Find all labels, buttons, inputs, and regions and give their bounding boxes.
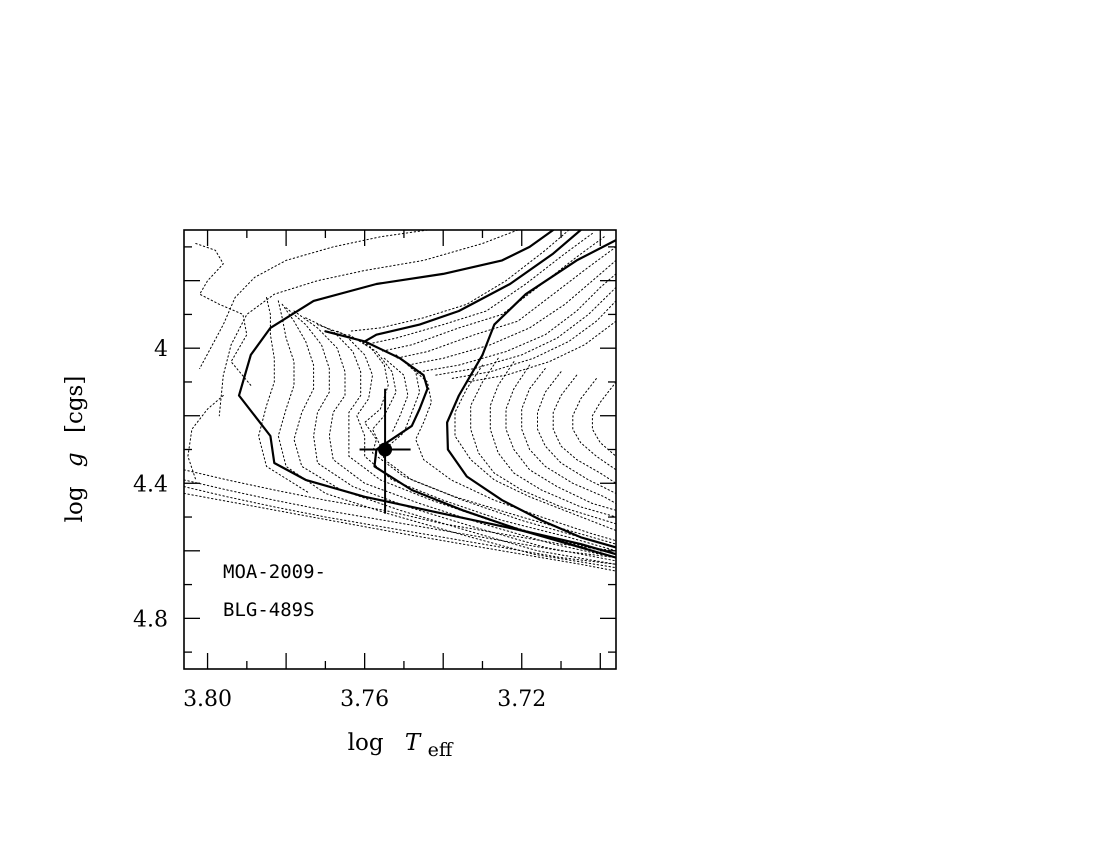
x-axis-label-prefix: log — [348, 730, 384, 756]
contour-dotted-40 — [184, 479, 616, 559]
contour-dotted-32 — [434, 286, 616, 376]
contour-dotted-22 — [454, 364, 616, 531]
contour-dotted-36 — [199, 230, 428, 369]
contour-dotted-28 — [379, 236, 605, 353]
y-axis-label: log g [cgs] — [62, 376, 88, 523]
contour-dotted-5 — [336, 330, 616, 545]
contour-dotted-31 — [419, 273, 616, 373]
contour-dotted-33 — [450, 300, 616, 380]
contour-dotted-37 — [195, 243, 252, 386]
contour-dotted-18 — [537, 371, 616, 494]
contour-dotted-10 — [285, 307, 616, 562]
contour-dotted-42 — [184, 492, 616, 572]
contour-dotted-13 — [258, 297, 311, 494]
y-tick-label: 4 — [154, 337, 168, 362]
contour-solid-3 — [481, 239, 616, 356]
contour-dotted-12 — [277, 300, 616, 569]
contour-dotted-27 — [364, 232, 593, 346]
contour-dotted-19 — [552, 374, 616, 484]
contour-solid-0 — [446, 353, 616, 549]
contour-solid-4 — [363, 230, 582, 343]
contour-dotted-21 — [591, 381, 616, 457]
contour-dotted-38 — [187, 395, 224, 481]
y-tick-label: 4.4 — [133, 472, 168, 497]
axis-ticks — [184, 230, 616, 669]
contour-dotted-20 — [572, 378, 616, 471]
y-axis-label-prefix: log — [62, 486, 88, 522]
curves — [184, 230, 616, 572]
contour-dotted-17 — [521, 368, 616, 504]
contour-dotted-23 — [383, 354, 421, 450]
x-tick-label: 3.76 — [340, 687, 389, 712]
x-tick-label: 3.80 — [183, 687, 232, 712]
data-point — [378, 442, 393, 457]
contour-dotted-35 — [218, 230, 519, 417]
tick-labels: 3.80 3.76 3.72 4 4.4 4.8 — [133, 337, 546, 712]
contour-dotted-15 — [489, 361, 616, 518]
plot-frame — [183, 229, 617, 670]
contour-dotted-16 — [505, 364, 616, 511]
contour-dotted-30 — [407, 259, 616, 366]
contour-dotted-41 — [184, 486, 616, 565]
contour-dotted-11 — [281, 303, 616, 565]
contour-dotted-29 — [395, 246, 616, 359]
y-axis-label-symbol: g — [62, 452, 88, 467]
x-axis-label-subscript: eff — [428, 739, 454, 761]
contour-dotted-9 — [293, 310, 616, 559]
contour-dotted-34 — [466, 320, 616, 383]
annotation-line-1: MOA-2009- — [223, 561, 326, 583]
contour-dotted-7 — [317, 324, 616, 552]
x-axis-label-symbol: T — [405, 730, 422, 756]
x-tick-label: 3.72 — [497, 687, 546, 712]
x-axis-label: log T eff — [348, 730, 454, 761]
contour-solid-1 — [324, 330, 616, 559]
contour-dotted-25 — [407, 364, 616, 542]
contour-dotted-8 — [305, 317, 616, 555]
annotation-line-2: BLG-489S — [223, 599, 315, 621]
y-axis-label-suffix: [cgs] — [62, 376, 88, 433]
contour-dotted-24 — [383, 357, 409, 434]
y-tick-label: 4.8 — [133, 607, 168, 632]
contour-dotted-14 — [470, 357, 616, 525]
contour-dotted-26 — [348, 230, 570, 332]
